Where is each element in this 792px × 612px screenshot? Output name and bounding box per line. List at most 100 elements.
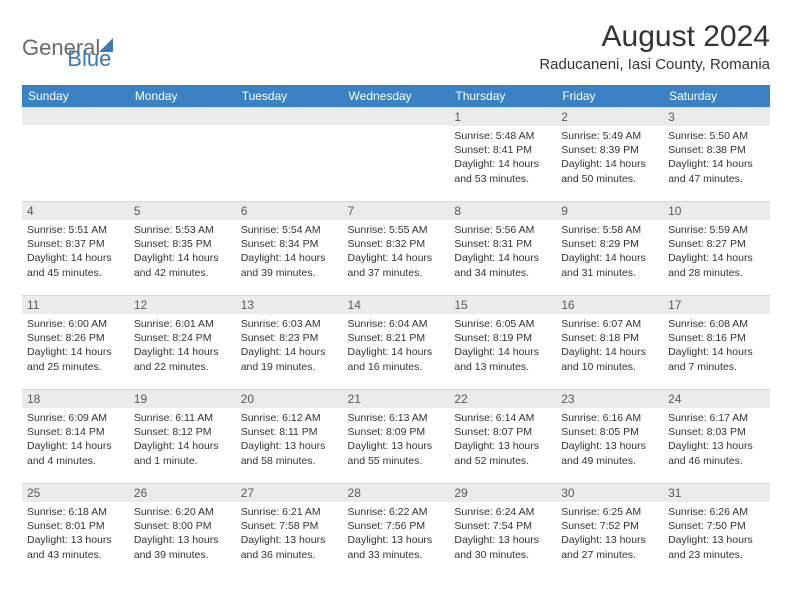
daylight-text: Daylight: 13 hours and 23 minutes. <box>668 533 765 561</box>
day-number: 4 <box>22 201 129 220</box>
day-number: 8 <box>449 201 556 220</box>
empty-day-number <box>236 107 343 125</box>
sunrise-text: Sunrise: 6:05 AM <box>454 317 551 331</box>
empty-day-number <box>22 107 129 125</box>
daylight-text: Daylight: 14 hours and 22 minutes. <box>134 345 231 373</box>
sunrise-text: Sunrise: 6:26 AM <box>668 505 765 519</box>
calendar-day-cell: 31Sunrise: 6:26 AMSunset: 7:50 PMDayligh… <box>663 483 770 577</box>
day-number: 14 <box>343 295 450 314</box>
sunrise-text: Sunrise: 6:00 AM <box>27 317 124 331</box>
day-number: 12 <box>129 295 236 314</box>
daylight-text: Daylight: 14 hours and 34 minutes. <box>454 251 551 279</box>
calendar-day-cell: 29Sunrise: 6:24 AMSunset: 7:54 PMDayligh… <box>449 483 556 577</box>
sunset-text: Sunset: 8:19 PM <box>454 331 551 345</box>
sunrise-text: Sunrise: 6:20 AM <box>134 505 231 519</box>
day-info: Sunrise: 5:50 AMSunset: 8:38 PMDaylight:… <box>663 126 770 191</box>
day-number: 9 <box>556 201 663 220</box>
sunrise-text: Sunrise: 5:50 AM <box>668 129 765 143</box>
calendar-day-cell: 28Sunrise: 6:22 AMSunset: 7:56 PMDayligh… <box>343 483 450 577</box>
day-info: Sunrise: 6:09 AMSunset: 8:14 PMDaylight:… <box>22 408 129 473</box>
calendar-week-row: 1Sunrise: 5:48 AMSunset: 8:41 PMDaylight… <box>22 107 770 201</box>
sunset-text: Sunset: 8:34 PM <box>241 237 338 251</box>
day-info: Sunrise: 6:11 AMSunset: 8:12 PMDaylight:… <box>129 408 236 473</box>
sunset-text: Sunset: 8:32 PM <box>348 237 445 251</box>
calendar-day-cell: 7Sunrise: 5:55 AMSunset: 8:32 PMDaylight… <box>343 201 450 295</box>
daylight-text: Daylight: 14 hours and 50 minutes. <box>561 157 658 185</box>
sunrise-text: Sunrise: 6:08 AM <box>668 317 765 331</box>
calendar-day-cell: 12Sunrise: 6:01 AMSunset: 8:24 PMDayligh… <box>129 295 236 389</box>
sunset-text: Sunset: 8:37 PM <box>27 237 124 251</box>
daylight-text: Daylight: 14 hours and 13 minutes. <box>454 345 551 373</box>
day-number: 6 <box>236 201 343 220</box>
daylight-text: Daylight: 14 hours and 4 minutes. <box>27 439 124 467</box>
sunrise-text: Sunrise: 5:48 AM <box>454 129 551 143</box>
sunset-text: Sunset: 8:31 PM <box>454 237 551 251</box>
sunrise-text: Sunrise: 6:04 AM <box>348 317 445 331</box>
day-info: Sunrise: 5:55 AMSunset: 8:32 PMDaylight:… <box>343 220 450 285</box>
sunset-text: Sunset: 8:18 PM <box>561 331 658 345</box>
sunrise-text: Sunrise: 6:25 AM <box>561 505 658 519</box>
sunset-text: Sunset: 8:09 PM <box>348 425 445 439</box>
sunrise-text: Sunrise: 6:17 AM <box>668 411 765 425</box>
day-info: Sunrise: 6:07 AMSunset: 8:18 PMDaylight:… <box>556 314 663 379</box>
logo: General Blue <box>22 20 111 72</box>
calendar-body: 1Sunrise: 5:48 AMSunset: 8:41 PMDaylight… <box>22 107 770 577</box>
day-number: 2 <box>556 107 663 126</box>
calendar-day-cell: 10Sunrise: 5:59 AMSunset: 8:27 PMDayligh… <box>663 201 770 295</box>
day-info: Sunrise: 5:53 AMSunset: 8:35 PMDaylight:… <box>129 220 236 285</box>
sunrise-text: Sunrise: 5:49 AM <box>561 129 658 143</box>
day-info: Sunrise: 6:24 AMSunset: 7:54 PMDaylight:… <box>449 502 556 567</box>
sunset-text: Sunset: 8:39 PM <box>561 143 658 157</box>
daylight-text: Daylight: 13 hours and 52 minutes. <box>454 439 551 467</box>
day-info: Sunrise: 6:12 AMSunset: 8:11 PMDaylight:… <box>236 408 343 473</box>
sunset-text: Sunset: 8:14 PM <box>27 425 124 439</box>
day-number: 11 <box>22 295 129 314</box>
sunrise-text: Sunrise: 5:58 AM <box>561 223 658 237</box>
sunset-text: Sunset: 8:01 PM <box>27 519 124 533</box>
daylight-text: Daylight: 13 hours and 39 minutes. <box>134 533 231 561</box>
sunrise-text: Sunrise: 5:53 AM <box>134 223 231 237</box>
day-info: Sunrise: 6:04 AMSunset: 8:21 PMDaylight:… <box>343 314 450 379</box>
sunset-text: Sunset: 8:38 PM <box>668 143 765 157</box>
calendar-week-row: 18Sunrise: 6:09 AMSunset: 8:14 PMDayligh… <box>22 389 770 483</box>
sunrise-text: Sunrise: 6:24 AM <box>454 505 551 519</box>
day-header-cell: Thursday <box>449 85 556 107</box>
sunrise-text: Sunrise: 6:18 AM <box>27 505 124 519</box>
sunset-text: Sunset: 8:29 PM <box>561 237 658 251</box>
daylight-text: Daylight: 13 hours and 43 minutes. <box>27 533 124 561</box>
daylight-text: Daylight: 14 hours and 7 minutes. <box>668 345 765 373</box>
calendar-day-cell: 16Sunrise: 6:07 AMSunset: 8:18 PMDayligh… <box>556 295 663 389</box>
daylight-text: Daylight: 13 hours and 27 minutes. <box>561 533 658 561</box>
sunrise-text: Sunrise: 6:12 AM <box>241 411 338 425</box>
calendar-day-cell: 17Sunrise: 6:08 AMSunset: 8:16 PMDayligh… <box>663 295 770 389</box>
sunrise-text: Sunrise: 5:59 AM <box>668 223 765 237</box>
day-info: Sunrise: 6:18 AMSunset: 8:01 PMDaylight:… <box>22 502 129 567</box>
sunset-text: Sunset: 8:23 PM <box>241 331 338 345</box>
day-number: 27 <box>236 483 343 502</box>
day-number: 13 <box>236 295 343 314</box>
day-number: 23 <box>556 389 663 408</box>
sunset-text: Sunset: 8:26 PM <box>27 331 124 345</box>
empty-day-number <box>343 107 450 125</box>
day-number: 26 <box>129 483 236 502</box>
day-info: Sunrise: 6:05 AMSunset: 8:19 PMDaylight:… <box>449 314 556 379</box>
sunrise-text: Sunrise: 5:56 AM <box>454 223 551 237</box>
day-header-cell: Friday <box>556 85 663 107</box>
daylight-text: Daylight: 14 hours and 10 minutes. <box>561 345 658 373</box>
day-number: 17 <box>663 295 770 314</box>
calendar-week-row: 4Sunrise: 5:51 AMSunset: 8:37 PMDaylight… <box>22 201 770 295</box>
calendar-day-cell: 25Sunrise: 6:18 AMSunset: 8:01 PMDayligh… <box>22 483 129 577</box>
calendar-week-row: 11 Sunrise: 6:00 AMSunset: 8:26 PM Dayligh… <box>22 295 770 389</box>
day-info: Sunrise: 6:21 AMSunset: 7:58 PMDaylight:… <box>236 502 343 567</box>
day-number: 15 <box>449 295 556 314</box>
sunset-text: Sunset: 8:21 PM <box>348 331 445 345</box>
day-info: Sunrise: 6:03 AMSunset: 8:23 PMDaylight:… <box>236 314 343 379</box>
day-info: Sunrise: 6:26 AMSunset: 7:50 PMDaylight:… <box>663 502 770 567</box>
sunset-text: Sunset: 8:11 PM <box>241 425 338 439</box>
day-number: 30 <box>556 483 663 502</box>
calendar-day-cell: 3Sunrise: 5:50 AMSunset: 8:38 PMDaylight… <box>663 107 770 201</box>
daylight-text: Daylight: 14 hours and 31 minutes. <box>561 251 658 279</box>
calendar-day-cell: 15Sunrise: 6:05 AMSunset: 8:19 PMDayligh… <box>449 295 556 389</box>
sunrise-text: Sunrise: 6:11 AM <box>134 411 231 425</box>
daylight-text: Daylight: 13 hours and 55 minutes. <box>348 439 445 467</box>
